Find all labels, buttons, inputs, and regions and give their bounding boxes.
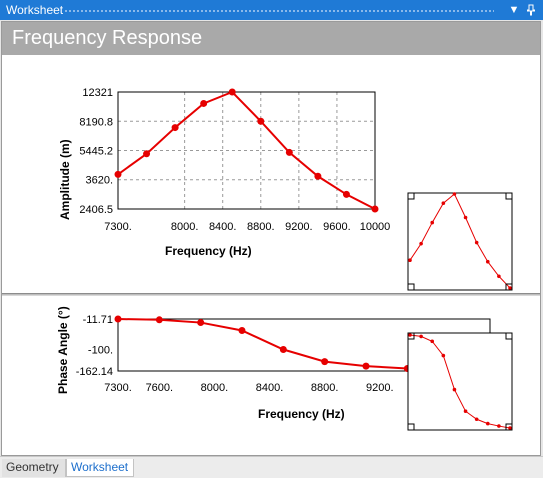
y-tick-label: -162.14 [76,366,113,378]
phase-chart: -11.71 -100. -162.14 7300. 7600. 8000. 8400. 8… [56,306,513,431]
page-title: Frequency Response [12,27,203,49]
thumb-data-point [441,353,446,358]
data-point [200,99,208,107]
y-tick-label: 8190.8 [79,116,113,128]
window-titlebar: Worksheet ▼ [0,0,543,20]
thumb-data-point [497,274,501,279]
data-point [171,124,179,132]
x-tick-label: 9200. [285,221,313,233]
x-tick-label: 8000. [171,221,199,233]
x-tick-label: 8400. [209,221,237,233]
thumb-data-point [463,215,468,220]
data-point [238,327,246,335]
amplitude-chart: 12321 8190.8 5445.2 3620. 2406.5 7300. 8000. 8… [58,87,513,291]
thumb-data-point [474,240,479,245]
x-tick-label: 8400. [256,382,284,394]
thumb-data-point [497,424,501,428]
x-tick-label: 9600. [323,221,351,233]
x-tick-label: 8000. [201,382,229,394]
amplitude-series-line [117,90,376,210]
page-header: Frequency Response [2,22,540,55]
thumb-data-point [430,339,435,344]
titlebar-grip [64,9,494,13]
data-point [342,190,350,198]
y-tick-label: -11.71 [83,314,113,326]
dropdown-arrow-icon[interactable]: ▼ [508,4,520,16]
thumb-data-point [508,286,512,290]
data-point [114,170,122,178]
tab-worksheet[interactable]: Worksheet [66,459,134,477]
data-point [321,358,329,366]
thumb-data-point [419,241,423,246]
worksheet-panel: Frequency Response 12321 8190.8 5445.2 3620… [1,21,541,456]
amplitude-xlabel: Frequency (Hz) [165,244,252,258]
thumb-data-point [408,258,412,263]
data-point [197,319,205,327]
x-tick-label: 9200. [366,382,394,394]
x-tick-label: 8800. [311,382,339,394]
thumb-data-point [474,417,479,422]
amplitude-ylabel: Amplitude (m) [58,139,72,220]
data-point [143,150,151,158]
phase-ylabel: Phase Angle (°) [56,306,70,394]
thumb-data-point [485,421,490,426]
data-point [257,117,265,125]
bottom-tab-bar: Geometry Worksheet [0,456,543,478]
chart-splitter[interactable] [2,293,540,296]
thumb-data-point [419,334,423,339]
thumb-data-point [452,192,457,196]
data-point [285,148,293,156]
data-point [279,346,287,354]
x-tick-label: 7300. [104,382,132,394]
thumb-data-point [408,333,412,337]
window-title: Worksheet [6,3,64,17]
y-tick-label: 5445.2 [79,146,113,158]
y-tick-label: 12321 [82,87,113,99]
data-point [155,316,163,324]
phase-xlabel: Frequency (Hz) [258,407,345,421]
thumb-data-point [441,201,446,206]
thumb-data-point [508,426,512,430]
data-point [371,205,379,213]
x-tick-label: 7300. [104,221,132,233]
thumb-data-point [430,220,435,225]
thumb-data-point [463,409,468,414]
y-tick-label: 2406.5 [79,204,113,216]
x-tick-label: 8800. [247,221,275,233]
x-tick-label: 10000 [360,221,391,233]
data-point [314,172,322,180]
x-tick-label: 7600. [146,382,174,394]
data-point [362,362,370,370]
thumb-data-point [452,387,457,392]
phase-thumbnail[interactable] [407,332,513,431]
data-point [114,315,122,323]
amplitude-thumbnail[interactable] [407,192,513,291]
y-tick-label: 3620. [85,175,113,187]
pin-icon[interactable] [524,2,538,18]
data-point [228,88,236,96]
y-tick-label: -100. [88,345,113,357]
thumb-data-point [485,259,490,264]
tab-geometry[interactable]: Geometry [2,459,66,477]
